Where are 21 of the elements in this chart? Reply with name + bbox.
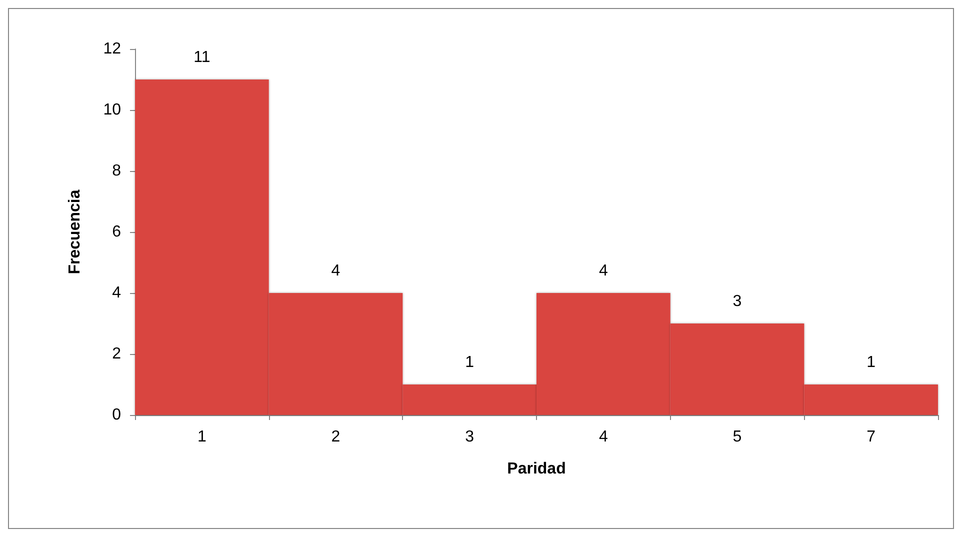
- y-tick-label: 12: [103, 40, 122, 58]
- x-tick-label: 5: [732, 428, 742, 446]
- x-tick-label: 1: [197, 428, 206, 446]
- y-tick-label: 8: [112, 162, 122, 180]
- y-axis-title: Frecuencia: [66, 190, 84, 274]
- y-tick-label: 6: [112, 224, 122, 240]
- data-label: 11: [194, 49, 210, 66]
- data-label: 4: [331, 262, 340, 280]
- x-axis-title: Paridad: [507, 460, 566, 478]
- data-label: 1: [465, 354, 474, 371]
- x-tick-label: 4: [598, 428, 608, 446]
- x-tick-label: 2: [331, 428, 340, 446]
- x-tick-label: 7: [866, 428, 876, 446]
- y-tick-label: 10: [103, 102, 122, 118]
- data-label: 1: [866, 354, 876, 371]
- y-tick-label: 2: [112, 346, 122, 362]
- y-tick-label: 0: [112, 406, 122, 424]
- data-label: 4: [598, 262, 608, 280]
- y-tick-label: 4: [112, 284, 122, 302]
- x-tick-label: 3: [465, 428, 474, 446]
- data-label: 3: [732, 293, 742, 310]
